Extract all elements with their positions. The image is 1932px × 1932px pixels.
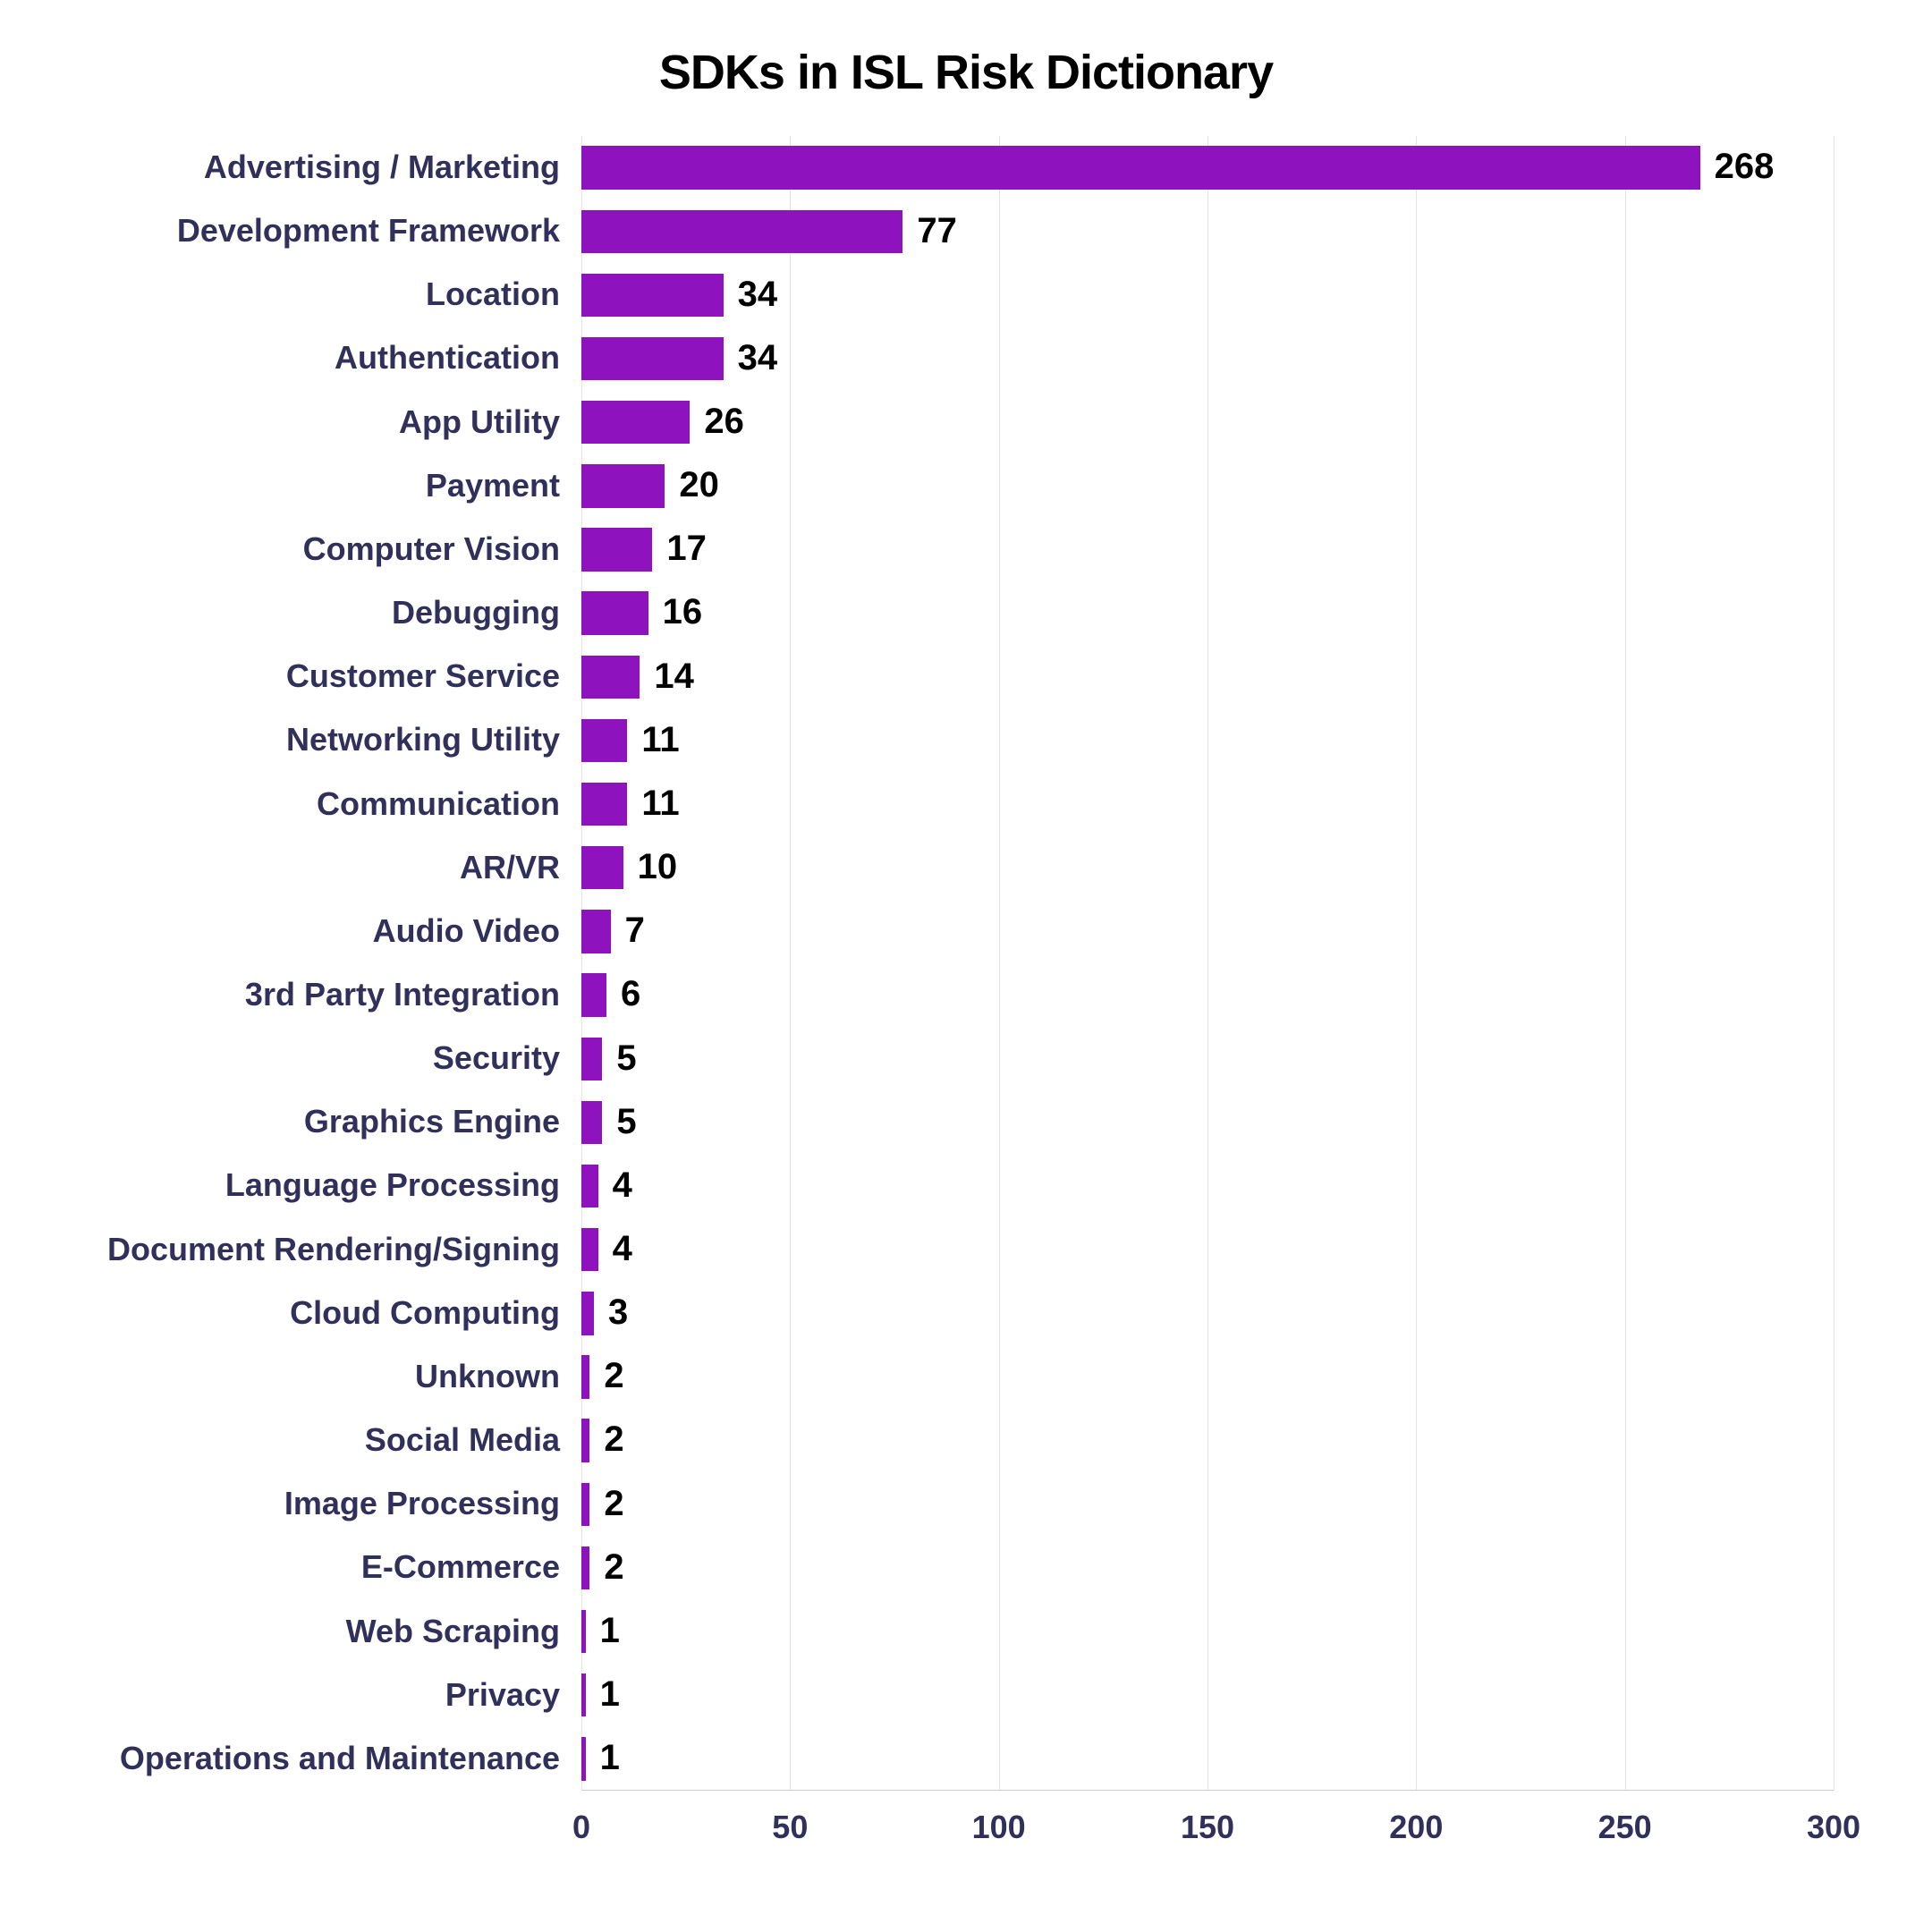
y-axis-label: Customer Service [72,657,572,695]
bar-value-label: 1 [600,1611,620,1651]
y-axis-label: Computer Vision [72,530,572,568]
y-axis-label: App Utility [72,403,572,441]
y-axis-label: Operations and Maintenance [72,1740,572,1777]
y-axis-label: Communication [72,785,572,823]
bar [581,1737,586,1780]
bar [581,1419,589,1462]
y-axis-label: Graphics Engine [72,1103,572,1140]
y-axis-label: Web Scraping [72,1613,572,1650]
bar [581,1228,598,1271]
bar [581,274,724,317]
plot-area: 050100150200250300 Advertising / Marketi… [72,136,1860,1791]
bar [581,1165,598,1208]
y-axis-label: Image Processing [72,1485,572,1522]
bar-value-label: 26 [704,402,744,442]
bar-value-label: 1 [600,1738,620,1778]
bar [581,1546,589,1589]
bar-value-label: 10 [638,847,678,887]
bar-value-label: 14 [654,657,694,697]
bar-value-label: 20 [679,465,719,505]
x-tick-label: 200 [1389,1809,1443,1846]
bar [581,1674,586,1716]
y-axis-label: Advertising / Marketing [72,148,572,186]
bars-area: 050100150200250300 [581,136,1834,1791]
bar [581,210,902,253]
gridline [1834,136,1835,1791]
gridline [1625,136,1626,1791]
y-axis-label: AR/VR [72,849,572,886]
gridline [581,136,582,1791]
gridline [1416,136,1417,1791]
x-axis-line [581,1790,1834,1791]
bar-value-label: 16 [663,592,703,632]
x-tick-label: 150 [1181,1809,1234,1846]
bar-value-label: 5 [616,1038,636,1079]
bar [581,464,665,507]
x-tick-label: 100 [972,1809,1026,1846]
bar [581,337,724,380]
x-tick-label: 0 [572,1809,590,1846]
y-axis-label: Social Media [72,1421,572,1459]
bar-value-label: 5 [616,1102,636,1142]
bar [581,591,648,634]
y-axis-label: Document Rendering/Signing [72,1231,572,1268]
y-axis-label: Language Processing [72,1166,572,1204]
x-tick-label: 300 [1807,1809,1860,1846]
y-axis-labels [72,136,572,1791]
bar [581,910,611,953]
bar [581,1483,589,1526]
y-axis-label: Cloud Computing [72,1294,572,1332]
y-axis-label: Security [72,1039,572,1077]
bar [581,1038,602,1080]
y-axis-label: 3rd Party Integration [72,976,572,1013]
bar-value-label: 268 [1715,147,1775,187]
x-tick-label: 50 [772,1809,808,1846]
bar-value-label: 2 [604,1356,623,1396]
bar-value-label: 77 [917,211,957,251]
bar-value-label: 6 [621,974,640,1014]
y-axis-label: Debugging [72,594,572,631]
bar-value-label: 1 [600,1674,620,1715]
chart-title: SDKs in ISL Risk Dictionary [72,45,1860,100]
bar [581,528,652,571]
gridline [790,136,791,1791]
bar [581,783,627,826]
y-axis-label: Payment [72,467,572,504]
y-axis-label: Development Framework [72,212,572,250]
y-axis-label: Audio Video [72,912,572,950]
bar [581,1355,589,1398]
bar [581,1610,586,1653]
bar [581,146,1700,189]
bar-value-label: 7 [625,911,645,951]
bar [581,656,640,699]
bar-value-label: 2 [604,1484,623,1524]
bar [581,1292,594,1335]
y-axis-label: Privacy [72,1676,572,1714]
gridline [999,136,1000,1791]
bar-value-label: 34 [738,275,778,315]
bar-value-label: 2 [604,1547,623,1588]
bar-value-label: 11 [641,784,679,824]
bar [581,846,623,889]
bar-value-label: 17 [666,529,707,569]
bar-value-label: 3 [608,1292,628,1333]
y-axis-label: Authentication [72,339,572,377]
x-tick-label: 250 [1598,1809,1652,1846]
bar [581,719,627,762]
y-axis-label: E-Commerce [72,1548,572,1586]
bar-value-label: 2 [604,1419,623,1460]
bar-value-label: 34 [738,338,778,378]
bar-value-label: 4 [613,1165,632,1206]
bar [581,401,690,444]
bar [581,973,606,1016]
y-axis-label: Location [72,275,572,313]
y-axis-label: Unknown [72,1358,572,1395]
bar-value-label: 4 [613,1229,632,1269]
bar [581,1101,602,1144]
bar-value-label: 11 [641,720,679,760]
chart-container: SDKs in ISL Risk Dictionary 0 50 100 150 200… [0,0,1932,1932]
y-axis-label: Networking Utility [72,721,572,758]
